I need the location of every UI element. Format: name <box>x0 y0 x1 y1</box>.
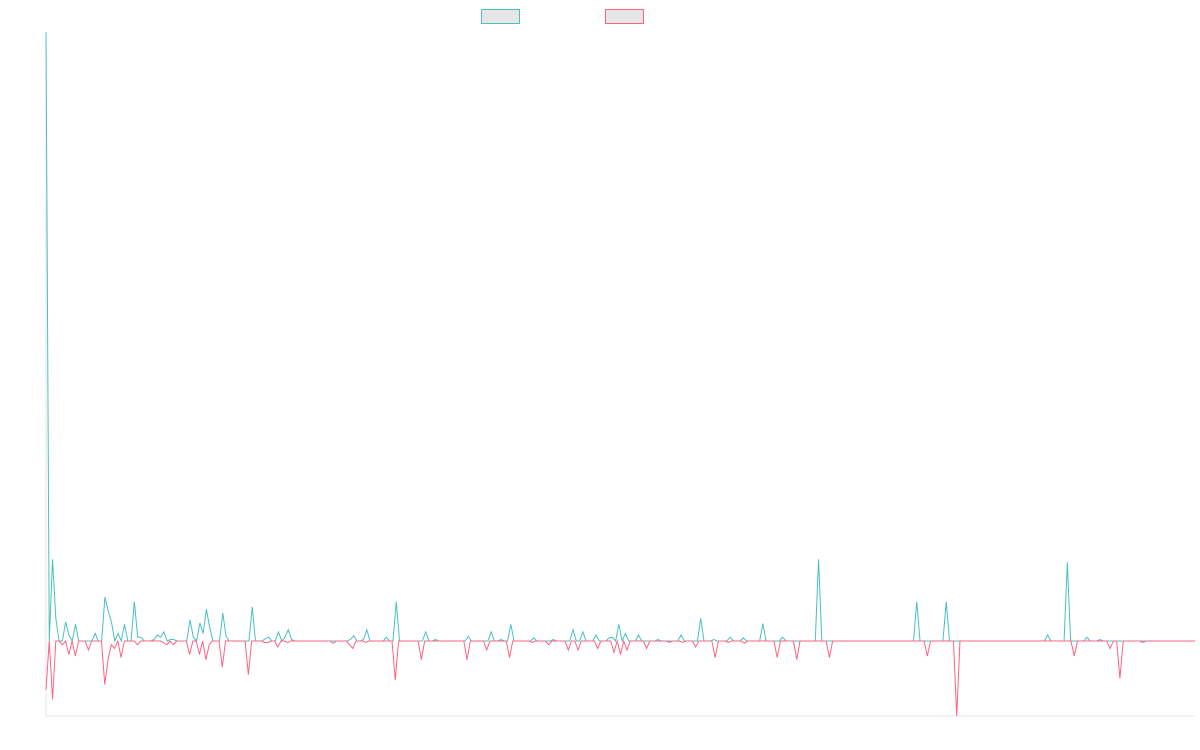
series-1-line[interactable] <box>45 32 1195 643</box>
legend-swatch-series-2[interactable] <box>605 9 644 24</box>
legend-swatch-series-1[interactable] <box>481 9 520 24</box>
series-layer <box>45 32 1195 717</box>
series-2-line[interactable] <box>45 639 1195 717</box>
